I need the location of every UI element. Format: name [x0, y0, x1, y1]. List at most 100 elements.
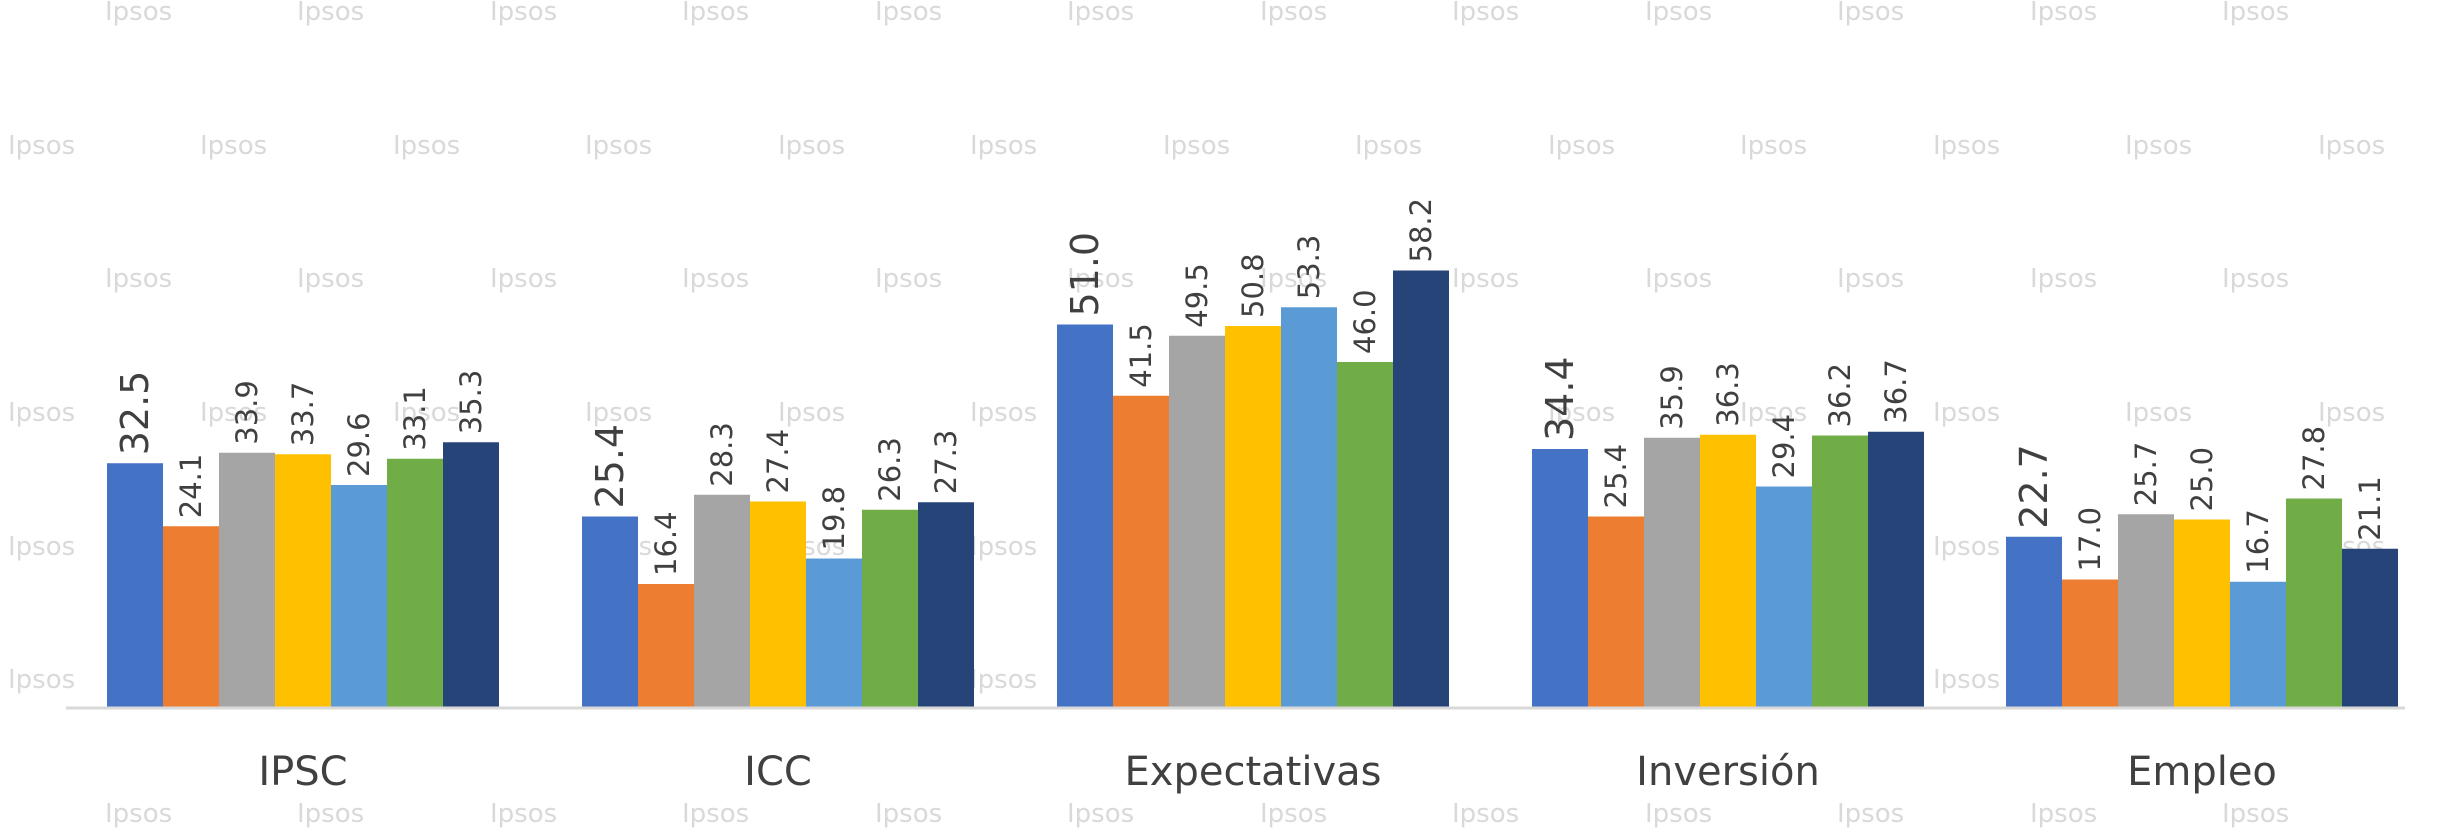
data-label-ipsc-s5: 29.6: [342, 412, 376, 477]
bar-ipsc-s2: [163, 526, 219, 707]
watermark-text-44: Ipsos: [1548, 131, 1615, 161]
bar-ipsc-s3: [219, 452, 275, 707]
watermark-text-2: Ipsos: [490, 0, 557, 27]
bar-ipsc-s7: [443, 442, 499, 707]
watermark-text-19: Ipsos: [1452, 264, 1519, 294]
watermark-text-34: Ipsos: [2030, 799, 2097, 829]
watermark-text-41: Ipsos: [970, 131, 1037, 161]
watermark-text-31: Ipsos: [1452, 799, 1519, 829]
bar-icc-s4: [750, 501, 806, 707]
watermark-text-54: Ipsos: [970, 398, 1037, 428]
watermark-text-3: Ipsos: [682, 0, 749, 27]
bar-expectativas-s4: [1225, 326, 1281, 707]
watermark-text-60: Ipsos: [2125, 398, 2192, 428]
watermark-text-52: Ipsos: [585, 398, 652, 428]
data-label-icc-s4: 27.4: [761, 429, 795, 494]
bar-inversin-s6: [1812, 435, 1868, 707]
data-label-inversin-s4: 36.3: [1711, 362, 1745, 427]
watermark-text-85: Ipsos: [1933, 532, 2000, 562]
bar-empleo-s7: [2342, 548, 2398, 707]
bar-icc-s5: [806, 558, 862, 707]
watermark-text-16: Ipsos: [875, 264, 942, 294]
data-label-empleo-s2: 17.0: [2073, 507, 2107, 572]
watermark-text-36: Ipsos: [8, 131, 75, 161]
watermark-text-40: Ipsos: [778, 131, 845, 161]
bar-icc-s2: [638, 584, 694, 707]
watermark-text-25: Ipsos: [297, 799, 364, 829]
data-label-inversin-s7: 36.7: [1879, 359, 1913, 424]
watermark-text-45: Ipsos: [1740, 131, 1807, 161]
data-label-ipsc-s2: 24.1: [174, 454, 208, 519]
bar-inversin-s5: [1756, 486, 1812, 707]
bar-inversin-s3: [1644, 437, 1700, 707]
data-label-empleo-s6: 27.8: [2297, 426, 2331, 491]
watermark-text-10: Ipsos: [2030, 0, 2097, 27]
data-label-empleo-s1: 22.7: [2012, 444, 2056, 529]
bar-inversin-s4: [1700, 434, 1756, 707]
watermark-text-26: Ipsos: [490, 799, 557, 829]
bar-icc-s1: [582, 516, 638, 707]
watermark-text-18: Ipsos: [1260, 264, 1327, 294]
bar-ipsc-s6: [387, 458, 443, 707]
watermark-text-23: Ipsos: [2222, 264, 2289, 294]
data-label-expectativas-s4: 50.8: [1236, 253, 1270, 318]
watermark-text-72: Ipsos: [1933, 665, 2000, 695]
category-label-layer: IPSC ICC Expectativas Inversión Empleo: [258, 749, 2277, 795]
watermark-text-4: Ipsos: [875, 0, 942, 27]
watermark-text-30: Ipsos: [1260, 799, 1327, 829]
watermark-text-29: Ipsos: [1067, 799, 1134, 829]
data-label-empleo-s4: 25.0: [2185, 447, 2219, 512]
category-label-expectativas: Expectativas: [1125, 749, 1382, 795]
data-label-expectativas-s7: 58.2: [1404, 198, 1438, 263]
watermark-text-57: Ipsos: [1548, 398, 1615, 428]
watermark-text-58: Ipsos: [1740, 398, 1807, 428]
watermark-text-49: Ipsos: [8, 398, 75, 428]
data-label-icc-s5: 19.8: [817, 486, 851, 551]
bar-empleo-s4: [2174, 519, 2230, 707]
data-label-icc-s7: 27.3: [929, 430, 963, 495]
watermark-text-5: Ipsos: [1067, 0, 1134, 27]
data-label-empleo-s5: 16.7: [2241, 509, 2275, 574]
watermark-text-37: Ipsos: [200, 131, 267, 161]
bar-expectativas-s5: [1281, 307, 1337, 707]
bar-expectativas-s6: [1337, 362, 1393, 707]
bar-empleo-s3: [2118, 514, 2174, 707]
bar-layer: [107, 270, 2398, 707]
data-label-expectativas-s2: 41.5: [1124, 323, 1158, 388]
bar-empleo-s1: [2006, 536, 2062, 707]
data-label-inversin-s1: 34.4: [1538, 356, 1582, 441]
watermark-text-14: Ipsos: [490, 264, 557, 294]
watermark-text-32: Ipsos: [1645, 799, 1712, 829]
watermark-text-46: Ipsos: [1933, 131, 2000, 161]
watermark-text-24: Ipsos: [105, 799, 172, 829]
watermark-text-33: Ipsos: [1837, 799, 1904, 829]
data-label-expectativas-s3: 49.5: [1180, 263, 1214, 328]
data-label-inversin-s5: 29.4: [1767, 414, 1801, 479]
bar-icc-s7: [918, 502, 974, 707]
watermark-text-21: Ipsos: [1837, 264, 1904, 294]
watermark-text-80: Ipsos: [970, 532, 1037, 562]
bar-expectativas-s2: [1113, 395, 1169, 707]
watermark-text-48: Ipsos: [2318, 131, 2385, 161]
bar-ipsc-s5: [331, 485, 387, 707]
bar-ipsc-s4: [275, 454, 331, 707]
data-label-inversin-s2: 25.4: [1599, 444, 1633, 509]
data-label-expectativas-s5: 53.3: [1292, 235, 1326, 300]
category-label-ipsc: IPSC: [258, 749, 347, 795]
bar-inversin-s2: [1588, 516, 1644, 707]
watermark-text-17: Ipsos: [1067, 264, 1134, 294]
data-label-expectativas-s6: 46.0: [1348, 289, 1382, 354]
bar-inversin-s1: [1532, 449, 1588, 707]
watermark-text-7: Ipsos: [1452, 0, 1519, 27]
watermark-text-1: Ipsos: [297, 0, 364, 27]
watermark-text-28: Ipsos: [875, 799, 942, 829]
bar-icc-s6: [862, 509, 918, 707]
watermark-text-11: Ipsos: [2222, 0, 2289, 27]
watermark-text-53: Ipsos: [778, 398, 845, 428]
bar-expectativas-s1: [1057, 324, 1113, 707]
watermark-text-35: Ipsos: [2222, 799, 2289, 829]
bar-expectativas-s3: [1169, 335, 1225, 707]
data-label-ipsc-s4: 33.7: [286, 382, 320, 447]
watermark-text-67: Ipsos: [970, 665, 1037, 695]
